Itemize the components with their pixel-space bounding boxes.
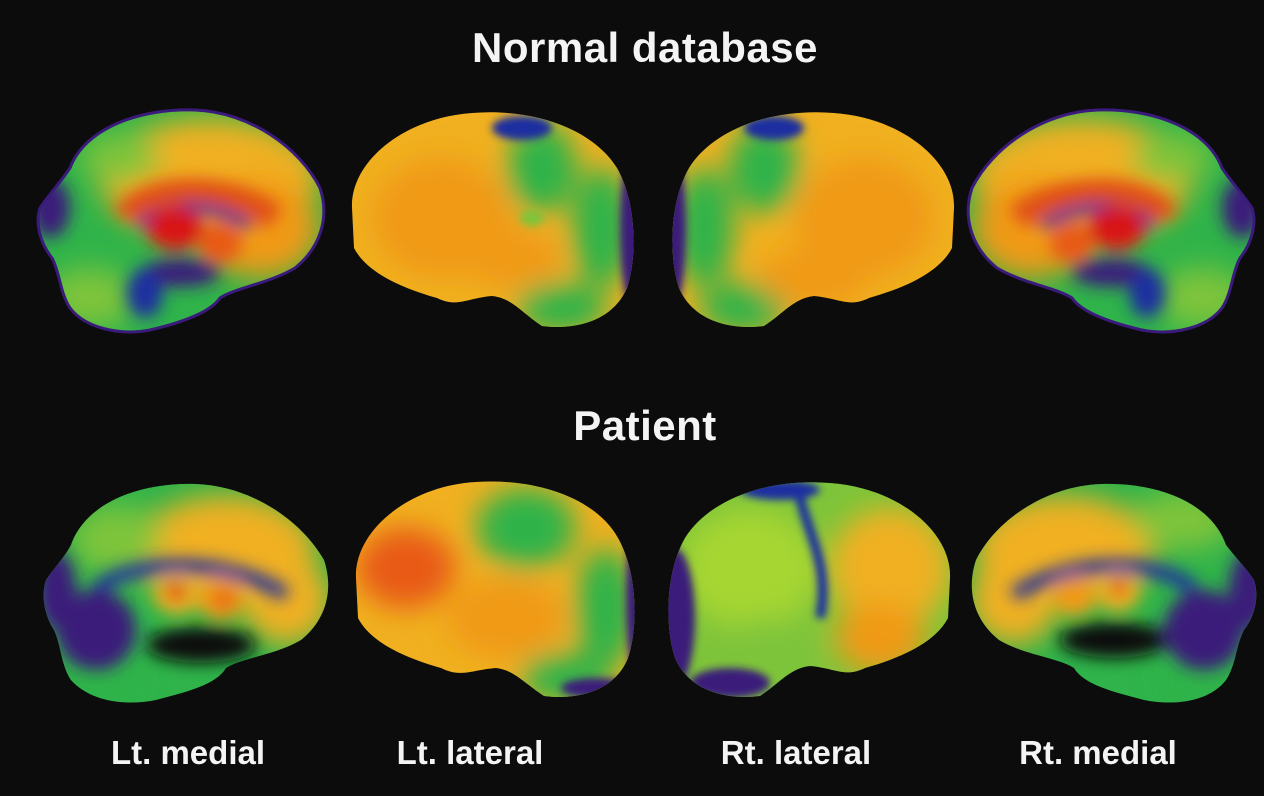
- label-rt-medial: Rt. medial: [1019, 734, 1177, 771]
- bottom-border: [0, 796, 1270, 800]
- patient-lt-medial-scan: [36, 480, 336, 710]
- patient-rt-medial-scan: [964, 480, 1264, 710]
- normal-lt-medial-scan: [30, 108, 330, 338]
- right-border: [1264, 0, 1270, 800]
- normal-rt-lateral-scan: [664, 108, 964, 333]
- normal-rt-medial-scan: [962, 108, 1262, 338]
- label-lt-medial: Lt. medial: [110, 734, 266, 771]
- normal-database-title: Normal database: [472, 24, 818, 71]
- patient-lt-lateral-scan: [346, 478, 646, 703]
- patient-title: Patient: [573, 402, 717, 449]
- label-lt-lateral: Lt. lateral: [396, 734, 544, 771]
- normal-lt-lateral-scan: [342, 108, 642, 333]
- label-rt-lateral: Rt. lateral: [720, 734, 872, 771]
- patient-rt-lateral-scan: [660, 478, 960, 703]
